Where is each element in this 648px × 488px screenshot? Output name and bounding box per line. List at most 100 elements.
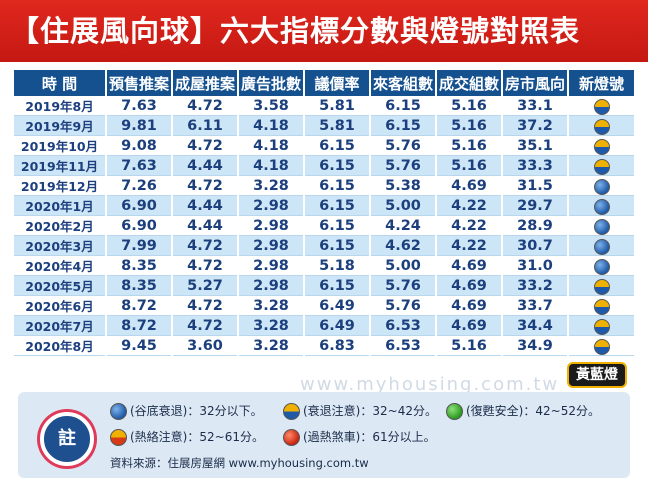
presale-cell: 8.72 <box>106 315 173 336</box>
legend-text: (熱絡注意)：52~61分。 <box>130 430 264 444</box>
visitors-cell: 5.76 <box>370 275 437 296</box>
deals-cell: 4.69 <box>436 315 503 336</box>
visitors-cell: 6.53 <box>370 335 437 356</box>
visitors-cell: 5.00 <box>370 195 437 216</box>
market-trend-cell: 33.3 <box>502 155 569 176</box>
legend-text: (復甦安全)：42~52分。 <box>466 404 600 418</box>
ads-cell: 3.58 <box>238 96 305 116</box>
presale-cell: 8.35 <box>106 275 173 296</box>
yellow-blue-light-icon <box>593 318 610 335</box>
presale-cell: 9.45 <box>106 335 173 356</box>
header-time: 時 間 <box>14 70 107 96</box>
ads-cell: 2.98 <box>238 235 305 256</box>
presale-cell: 7.99 <box>106 235 173 256</box>
bargain-rate-cell: 6.15 <box>304 175 371 196</box>
presale-cell: 9.08 <box>106 135 173 156</box>
completed-cell: 4.72 <box>172 96 239 116</box>
time-cell: 2019年11月 <box>14 155 107 176</box>
blue-light-icon <box>110 403 127 420</box>
time-cell: 2019年8月 <box>14 96 107 116</box>
ads-cell: 3.28 <box>238 175 305 196</box>
visitors-cell: 6.53 <box>370 315 437 336</box>
ads-cell: 2.98 <box>238 215 305 236</box>
legend-item-blue: (谷底衰退)：32分以下。 <box>110 402 263 420</box>
ads-cell: 2.98 <box>238 275 305 296</box>
table-row: 2020年7月 8.72 4.72 3.28 6.49 6.53 4.69 34.4 <box>14 315 634 336</box>
ads-cell: 4.18 <box>238 115 305 136</box>
note-badge: 註 <box>40 412 94 466</box>
table-row: 2020年5月 8.35 5.27 2.98 6.15 5.76 4.69 33.2 <box>14 275 634 296</box>
completed-cell: 4.44 <box>172 155 239 176</box>
deals-cell: 5.16 <box>436 135 503 156</box>
time-cell: 2020年2月 <box>14 215 107 236</box>
completed-cell: 4.72 <box>172 255 239 276</box>
visitors-cell: 5.76 <box>370 155 437 176</box>
light-cell <box>568 335 634 356</box>
market-trend-cell: 35.1 <box>502 135 569 156</box>
indicator-table: 時 間 預售推案 成屋推案 廣告批數 議價率 來客組數 成交組數 房市風向 新燈… <box>14 70 634 356</box>
completed-cell: 3.60 <box>172 335 239 356</box>
deals-cell: 4.22 <box>436 215 503 236</box>
legend-text: (谷底衰退)：32分以下。 <box>130 404 263 418</box>
table-row: 2020年1月 6.90 4.44 2.98 6.15 5.00 4.22 29.7 <box>14 195 634 216</box>
ads-cell: 3.28 <box>238 335 305 356</box>
market-trend-cell: 31.5 <box>502 175 569 196</box>
bargain-rate-cell: 6.15 <box>304 215 371 236</box>
table-row: 2020年8月 9.45 3.60 3.28 6.83 6.53 5.16 34.9 <box>14 335 634 356</box>
time-cell: 2020年8月 <box>14 335 107 356</box>
ads-cell: 3.28 <box>238 315 305 336</box>
deals-cell: 4.69 <box>436 295 503 316</box>
table-row: 2019年10月 9.08 4.72 4.18 6.15 5.76 5.16 35.1 <box>14 135 634 156</box>
market-trend-cell: 34.9 <box>502 335 569 356</box>
deals-cell: 4.22 <box>436 235 503 256</box>
yellow-blue-light-icon <box>593 338 610 355</box>
legend-panel: 註 (谷底衰退)：32分以下。 (衰退注意)：32~42分。 (復甦安全)：42… <box>18 392 630 478</box>
light-cell <box>568 175 634 196</box>
visitors-cell: 5.38 <box>370 175 437 196</box>
header-deals: 成交組數 <box>436 70 503 96</box>
presale-cell: 7.63 <box>106 96 173 116</box>
visitors-cell: 5.76 <box>370 295 437 316</box>
market-trend-cell: 33.1 <box>502 96 569 116</box>
light-cell <box>568 215 634 236</box>
light-cell <box>568 115 634 136</box>
market-trend-cell: 31.0 <box>502 255 569 276</box>
watermark-text: www.myhousing.com.tw <box>300 374 560 395</box>
header-visitors: 來客組數 <box>370 70 437 96</box>
light-cell <box>568 155 634 176</box>
deals-cell: 4.22 <box>436 195 503 216</box>
deals-cell: 4.69 <box>436 175 503 196</box>
legend-item-red: (過熱煞車)：61分以上。 <box>283 428 436 446</box>
table-row: 2020年4月 8.35 4.72 2.98 5.18 5.00 4.69 31.0 <box>14 255 634 276</box>
presale-cell: 7.63 <box>106 155 173 176</box>
completed-cell: 4.44 <box>172 195 239 216</box>
ads-cell: 4.18 <box>238 135 305 156</box>
completed-cell: 5.27 <box>172 275 239 296</box>
yellow-blue-light-icon <box>593 98 610 115</box>
header-bargain-rate: 議價率 <box>304 70 371 96</box>
visitors-cell: 5.76 <box>370 135 437 156</box>
market-trend-cell: 29.7 <box>502 195 569 216</box>
light-cell <box>568 295 634 316</box>
table-row: 2019年12月 7.26 4.72 3.28 6.15 5.38 4.69 31.5 <box>14 175 634 196</box>
table-header-row: 時 間 預售推案 成屋推案 廣告批數 議價率 來客組數 成交組數 房市風向 新燈… <box>14 70 634 96</box>
table-row: 2019年8月 7.63 4.72 3.58 5.81 6.15 5.16 33.1 <box>14 96 634 116</box>
light-cell <box>568 255 634 276</box>
presale-cell: 8.35 <box>106 255 173 276</box>
market-trend-cell: 30.7 <box>502 235 569 256</box>
market-trend-cell: 33.7 <box>502 295 569 316</box>
blue-light-icon <box>593 178 610 195</box>
blue-light-icon <box>593 258 610 275</box>
header-presale: 預售推案 <box>106 70 173 96</box>
current-light-tag: 黃藍燈 <box>569 364 625 386</box>
header-completed: 成屋推案 <box>172 70 239 96</box>
table-row: 2020年2月 6.90 4.44 2.98 6.15 4.24 4.22 28.9 <box>14 215 634 236</box>
header-new-light: 新燈號 <box>568 70 634 96</box>
table-row: 2019年9月 9.81 6.11 4.18 5.81 6.15 5.16 37.2 <box>14 115 634 136</box>
indicator-table-container: 時 間 預售推案 成屋推案 廣告批數 議價率 來客組數 成交組數 房市風向 新燈… <box>14 70 634 356</box>
completed-cell: 6.11 <box>172 115 239 136</box>
time-cell: 2020年3月 <box>14 235 107 256</box>
yellow-blue-light-icon <box>593 138 610 155</box>
header-market-trend: 房市風向 <box>502 70 569 96</box>
bargain-rate-cell: 6.83 <box>304 335 371 356</box>
